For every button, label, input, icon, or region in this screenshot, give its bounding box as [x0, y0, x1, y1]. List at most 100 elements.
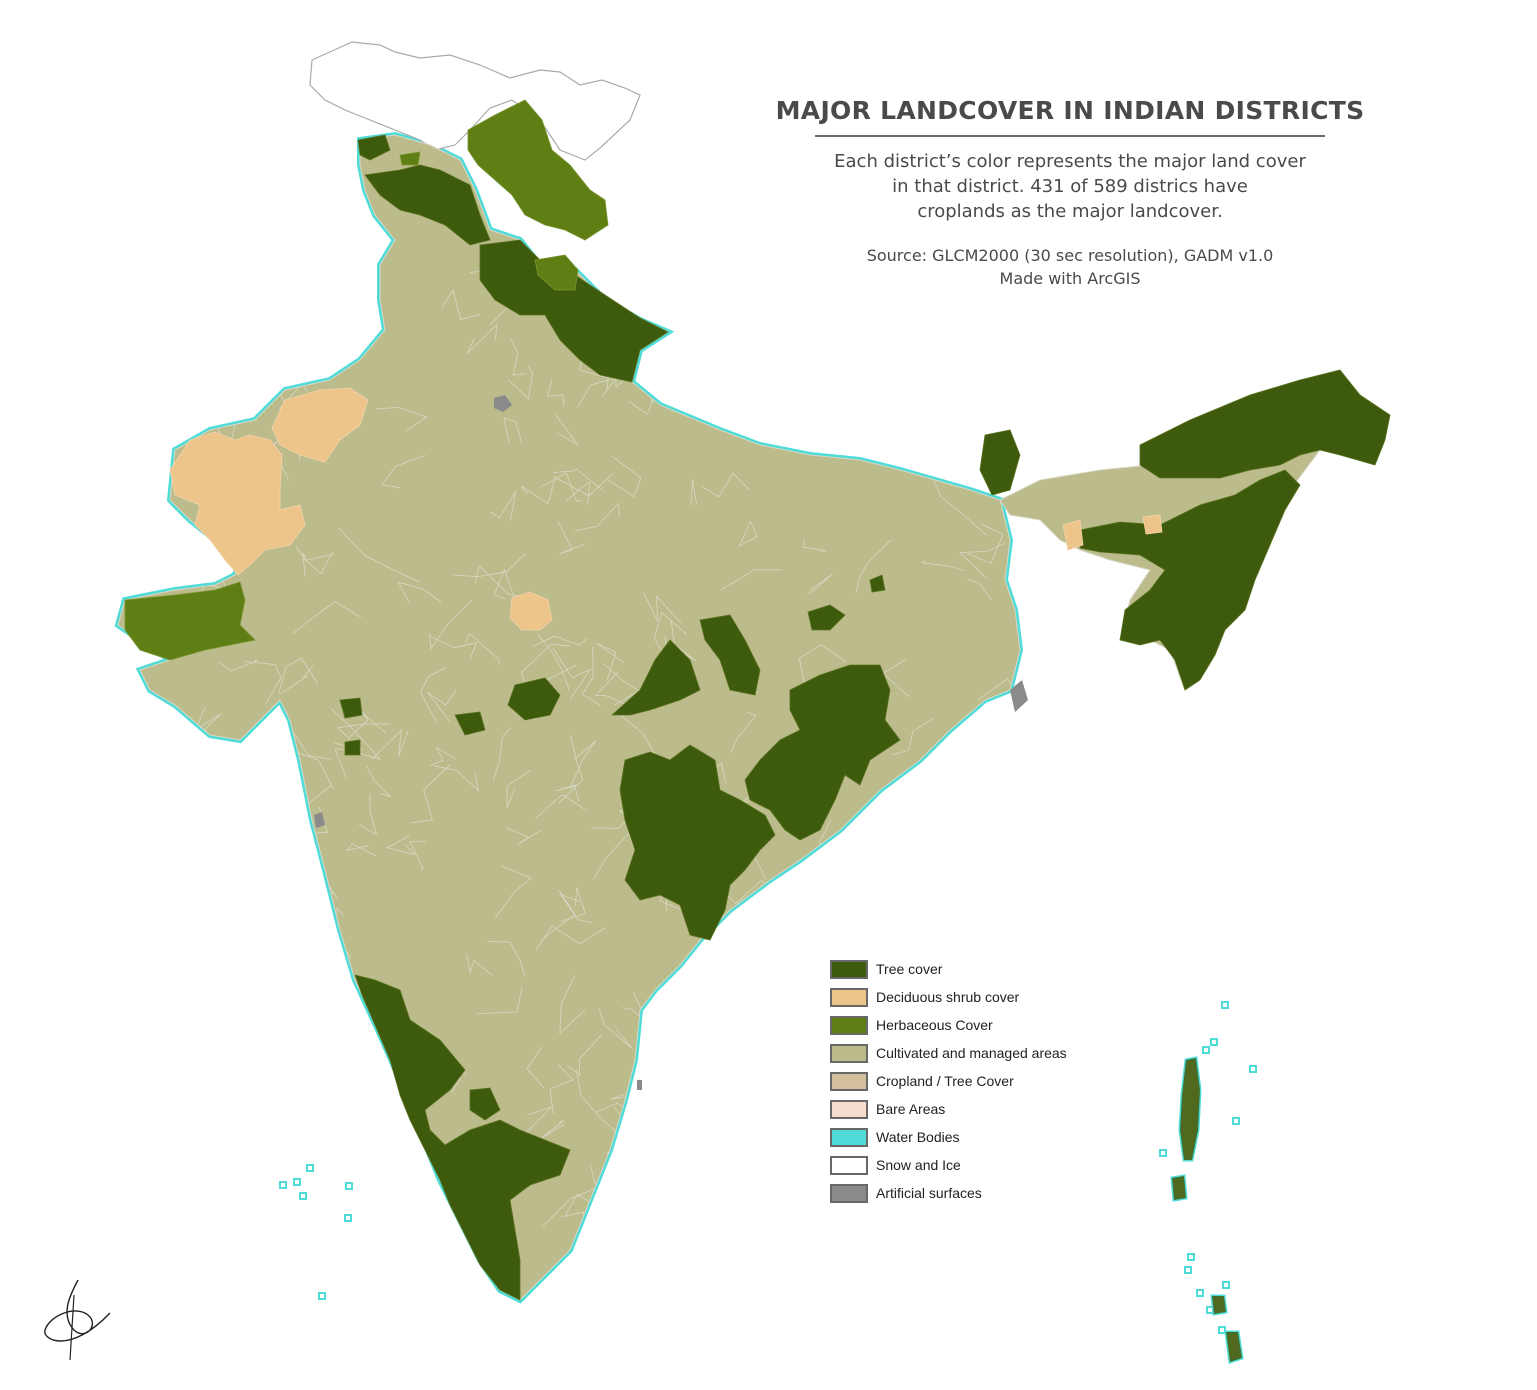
district-boundary — [958, 745, 995, 769]
district-boundary — [182, 1157, 232, 1182]
shrub-assam-mid — [1142, 514, 1163, 535]
district-boundary — [742, 923, 780, 961]
shrub-mp-center — [509, 591, 553, 631]
district-boundary — [429, 746, 457, 766]
island-tree-cover — [1226, 1332, 1242, 1362]
district-boundary — [420, 667, 446, 723]
district-boundary — [510, 338, 527, 376]
district-boundary — [366, 766, 392, 797]
legend-swatch — [830, 1043, 868, 1063]
district-boundary — [533, 635, 588, 647]
district-boundary — [433, 765, 479, 792]
legend-label: Bare Areas — [876, 1101, 946, 1117]
district-boundary — [967, 579, 992, 601]
island-marker — [279, 1181, 287, 1189]
district-boundary — [547, 379, 565, 407]
district-boundary — [294, 256, 321, 288]
district-boundary — [278, 657, 319, 694]
island-tree-cover — [1180, 1058, 1200, 1160]
made-with-line: Made with ArcGIS — [999, 269, 1141, 288]
district-boundary — [558, 734, 584, 804]
tree-karnataka-inland — [469, 1087, 501, 1121]
legend-item-snow-ice: Snow and Ice — [830, 1151, 1067, 1179]
district-boundary — [690, 479, 697, 507]
tree-jk-west — [357, 134, 391, 161]
district-boundary — [428, 599, 473, 650]
district-boundary — [325, 1025, 375, 1053]
district-boundary — [576, 1069, 621, 1136]
district-boundary — [378, 1200, 425, 1249]
district-boundary — [466, 953, 493, 976]
island-marker — [293, 1178, 301, 1186]
district-boundary — [909, 896, 944, 914]
legend-label: Artificial surfaces — [876, 1185, 982, 1201]
district-boundary — [549, 1064, 574, 1114]
legend-label: Deciduous shrub cover — [876, 989, 1020, 1005]
tree-central-mp-3 — [339, 697, 363, 719]
legend-swatch — [830, 959, 868, 979]
district-boundary — [297, 242, 329, 269]
district-boundary — [777, 938, 808, 967]
legend-swatch — [830, 1071, 868, 1091]
district-boundary — [690, 248, 736, 273]
district-boundary — [890, 718, 934, 756]
artificial-chennai — [637, 1080, 642, 1090]
tree-up-dot — [869, 574, 886, 593]
island-marker — [1210, 1038, 1218, 1046]
district-boundary — [553, 473, 614, 497]
tree-jharkhand-odisha — [744, 664, 901, 841]
district-boundary — [794, 894, 818, 922]
district-boundary — [865, 842, 912, 874]
district-boundary — [570, 740, 597, 786]
district-boundary — [213, 291, 240, 322]
subtitle-line-1: Each district’s color represents the maj… — [834, 151, 1306, 172]
district-boundary — [632, 1233, 666, 1260]
tree-northeast-hills — [1079, 469, 1301, 691]
district-boundary — [409, 840, 427, 870]
district-boundary — [596, 643, 625, 681]
district-boundary — [526, 1046, 545, 1089]
district-boundary — [665, 337, 695, 371]
tree-mp-northeast — [699, 614, 761, 696]
island-marker — [1159, 1149, 1167, 1157]
source-note: Source: GLCM2000 (30 sec resolution), GA… — [770, 244, 1370, 290]
district-boundary — [172, 978, 213, 1009]
legend-label: Herbaceous Cover — [876, 1017, 993, 1033]
district-boundary — [929, 901, 976, 951]
district-boundary — [577, 376, 618, 408]
district-boundary — [493, 568, 515, 600]
district-boundary — [216, 855, 258, 892]
district-boundary — [611, 258, 641, 275]
district-boundary — [165, 827, 201, 889]
district-boundary — [223, 292, 248, 360]
herb-kutch — [124, 581, 256, 661]
island-marker — [1202, 1046, 1210, 1054]
legend-swatch — [830, 1127, 868, 1147]
district-boundary — [363, 1181, 393, 1213]
district-boundary — [349, 710, 387, 738]
district-boundary — [882, 659, 911, 697]
island-tree-cover — [1212, 1296, 1226, 1314]
island-marker — [299, 1192, 307, 1200]
district-boundary — [940, 349, 989, 407]
district-boundary — [302, 552, 335, 578]
island-marker — [318, 1292, 326, 1300]
district-boundary — [351, 1194, 402, 1225]
district-boundary — [760, 1153, 791, 1203]
district-boundary — [318, 1105, 338, 1149]
district-boundary — [194, 706, 222, 733]
district-boundary — [730, 711, 757, 754]
district-boundary — [178, 411, 239, 424]
source-line: Source: GLCM2000 (30 sec resolution), GA… — [866, 246, 1274, 265]
district-boundary — [490, 490, 517, 521]
district-boundary — [803, 539, 827, 552]
district-boundary — [539, 472, 583, 502]
district-boundary — [552, 648, 592, 700]
district-boundary — [336, 723, 391, 740]
tree-central-mp-2 — [454, 711, 486, 736]
district-boundary — [921, 560, 966, 572]
author-signature — [44, 1279, 111, 1361]
district-boundary — [254, 295, 281, 325]
district-boundary — [567, 1034, 603, 1076]
